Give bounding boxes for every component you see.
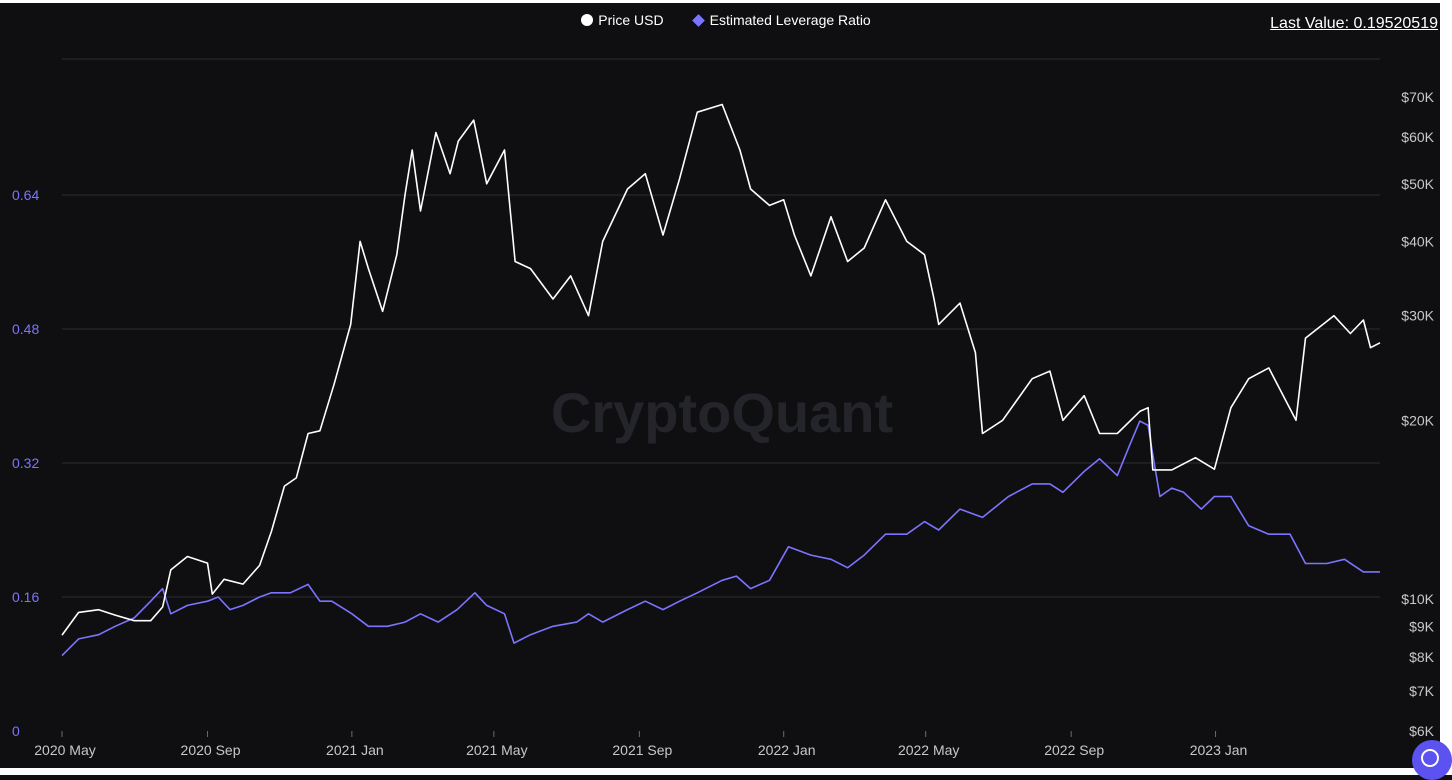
legend-item-price[interactable]: Price USD [581, 12, 664, 28]
x-axis-tick-label: 2022 May [898, 742, 959, 758]
legend-price-label: Price USD [598, 12, 664, 28]
left-axis-tick-label: 0.32 [12, 455, 39, 471]
left-axis-tick-label: 0.48 [12, 321, 39, 337]
left-axis: 0 0.16 0.32 0.48 0.64 [12, 187, 39, 739]
right-axis-tick-label: $50K [1401, 176, 1434, 192]
series-layer [61, 103, 1381, 657]
circle-icon [581, 14, 594, 26]
x-axis-tick-label: 2021 Sep [612, 742, 672, 758]
right-axis-tick-label: $60K [1401, 129, 1434, 145]
x-axis-tick-label: 2020 Sep [181, 742, 241, 758]
diamond-icon [691, 13, 705, 27]
left-axis-tick-label: 0.16 [12, 589, 39, 605]
last-value-link[interactable]: Last Value: 0.19520519 [1270, 15, 1438, 32]
x-axis-tick-label: 2020 May [34, 742, 95, 758]
x-axis-tick-label: 2021 May [466, 742, 527, 758]
leverage-ratio-line [61, 420, 1380, 657]
x-axis-tick-label: 2023 Jan [1190, 742, 1248, 758]
frame-edge-right [1440, 0, 1452, 775]
right-axis-tick-label: $10K [1401, 591, 1434, 607]
frame-edge-top [0, 0, 1452, 3]
x-axis: 2020 May 2020 Sep 2021 Jan 2021 May 2021 Sep… [34, 731, 1247, 758]
right-axis-tick-label: $70K [1401, 89, 1434, 105]
chat-bubble-icon [1421, 749, 1439, 767]
legend: Price USD Estimated Leverage Ratio [0, 12, 1452, 28]
right-axis-tick-label: $9K [1409, 618, 1435, 634]
right-axis-tick-label: $20K [1401, 412, 1434, 428]
right-axis: $6K $7K $8K $9K $10K $20K $30K $40K $50K $60K $70K [1401, 89, 1434, 739]
right-axis-tick-label: $40K [1401, 233, 1434, 249]
right-axis-tick-label: $8K [1409, 649, 1435, 665]
x-axis-tick-label: 2021 Jan [326, 742, 384, 758]
left-axis-tick-label: 0.64 [12, 187, 39, 203]
left-axis-tick-label: 0 [12, 723, 20, 739]
legend-leverage-label: Estimated Leverage Ratio [709, 12, 871, 28]
chat-help-button[interactable] [1412, 740, 1452, 780]
watermark: CryptoQuant [551, 381, 893, 444]
right-axis-tick-label: $6K [1409, 723, 1435, 739]
grid-lines [62, 58, 1380, 598]
x-axis-tick-label: 2022 Jan [758, 742, 816, 758]
frame-edge-bottom [0, 768, 1452, 775]
legend-item-leverage[interactable]: Estimated Leverage Ratio [691, 12, 871, 28]
x-axis-tick-label: 2022 Sep [1044, 742, 1104, 758]
price-usd-line [61, 103, 1381, 636]
right-axis-tick-label: $30K [1401, 308, 1434, 324]
right-axis-tick-label: $7K [1409, 683, 1435, 699]
